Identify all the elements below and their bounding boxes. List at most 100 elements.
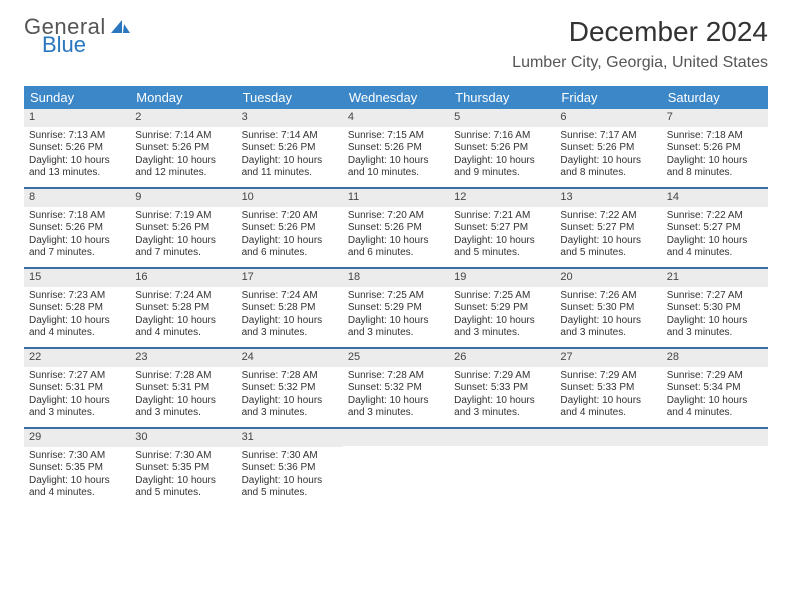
day-cell: 20Sunrise: 7:26 AMSunset: 5:30 PMDayligh…: [555, 269, 661, 347]
day-cell: 4Sunrise: 7:15 AMSunset: 5:26 PMDaylight…: [343, 109, 449, 187]
daylight-text: and 8 minutes.: [667, 167, 763, 180]
day-number: [662, 429, 768, 446]
daylight-text: Daylight: 10 hours: [242, 475, 338, 488]
daylight-text: Daylight: 10 hours: [135, 395, 231, 408]
day-cell: [555, 429, 661, 507]
sunrise-text: Sunrise: 7:16 AM: [454, 130, 550, 143]
sunset-text: Sunset: 5:26 PM: [667, 142, 763, 155]
day-body: Sunrise: 7:28 AMSunset: 5:32 PMDaylight:…: [237, 367, 343, 424]
day-body: Sunrise: 7:19 AMSunset: 5:26 PMDaylight:…: [130, 207, 236, 264]
day-body: Sunrise: 7:20 AMSunset: 5:26 PMDaylight:…: [237, 207, 343, 264]
sunset-text: Sunset: 5:27 PM: [560, 222, 656, 235]
sunset-text: Sunset: 5:26 PM: [454, 142, 550, 155]
day-number: 26: [449, 349, 555, 367]
sunset-text: Sunset: 5:32 PM: [242, 382, 338, 395]
daylight-text: Daylight: 10 hours: [348, 155, 444, 168]
month-title: December 2024: [512, 16, 768, 48]
sunrise-text: Sunrise: 7:18 AM: [667, 130, 763, 143]
daylight-text: Daylight: 10 hours: [560, 315, 656, 328]
sunset-text: Sunset: 5:26 PM: [348, 222, 444, 235]
daylight-text: Daylight: 10 hours: [454, 155, 550, 168]
day-number: [555, 429, 661, 446]
day-body: Sunrise: 7:24 AMSunset: 5:28 PMDaylight:…: [237, 287, 343, 344]
daylight-text: and 3 minutes.: [454, 407, 550, 420]
day-body: [449, 446, 555, 453]
daylight-text: Daylight: 10 hours: [667, 155, 763, 168]
day-cell: 21Sunrise: 7:27 AMSunset: 5:30 PMDayligh…: [662, 269, 768, 347]
day-body: [662, 446, 768, 453]
day-cell: [449, 429, 555, 507]
daylight-text: and 8 minutes.: [560, 167, 656, 180]
sunrise-text: Sunrise: 7:19 AM: [135, 210, 231, 223]
sunrise-text: Sunrise: 7:14 AM: [242, 130, 338, 143]
sunrise-text: Sunrise: 7:17 AM: [560, 130, 656, 143]
day-number: 14: [662, 189, 768, 207]
daylight-text: and 13 minutes.: [29, 167, 125, 180]
daylight-text: Daylight: 10 hours: [454, 315, 550, 328]
daylight-text: Daylight: 10 hours: [29, 475, 125, 488]
day-number: 23: [130, 349, 236, 367]
header: General Blue December 2024 Lumber City, …: [24, 16, 768, 72]
day-cell: 6Sunrise: 7:17 AMSunset: 5:26 PMDaylight…: [555, 109, 661, 187]
weekday-fri: Friday: [555, 86, 661, 109]
week-row: 15Sunrise: 7:23 AMSunset: 5:28 PMDayligh…: [24, 267, 768, 347]
daylight-text: Daylight: 10 hours: [242, 395, 338, 408]
daylight-text: and 5 minutes.: [242, 487, 338, 500]
daylight-text: and 5 minutes.: [560, 247, 656, 260]
sunset-text: Sunset: 5:28 PM: [135, 302, 231, 315]
day-cell: 27Sunrise: 7:29 AMSunset: 5:33 PMDayligh…: [555, 349, 661, 427]
daylight-text: and 3 minutes.: [242, 407, 338, 420]
sunrise-text: Sunrise: 7:22 AM: [560, 210, 656, 223]
daylight-text: and 3 minutes.: [667, 327, 763, 340]
location: Lumber City, Georgia, United States: [512, 54, 768, 72]
day-body: Sunrise: 7:21 AMSunset: 5:27 PMDaylight:…: [449, 207, 555, 264]
day-cell: 16Sunrise: 7:24 AMSunset: 5:28 PMDayligh…: [130, 269, 236, 347]
day-body: Sunrise: 7:27 AMSunset: 5:31 PMDaylight:…: [24, 367, 130, 424]
daylight-text: Daylight: 10 hours: [135, 315, 231, 328]
day-number: 8: [24, 189, 130, 207]
title-block: December 2024 Lumber City, Georgia, Unit…: [512, 16, 768, 72]
sunrise-text: Sunrise: 7:29 AM: [454, 370, 550, 383]
day-number: 22: [24, 349, 130, 367]
daylight-text: and 5 minutes.: [135, 487, 231, 500]
sunrise-text: Sunrise: 7:26 AM: [560, 290, 656, 303]
daylight-text: and 4 minutes.: [135, 327, 231, 340]
day-body: Sunrise: 7:29 AMSunset: 5:33 PMDaylight:…: [555, 367, 661, 424]
daylight-text: and 4 minutes.: [29, 327, 125, 340]
daylight-text: Daylight: 10 hours: [242, 155, 338, 168]
sunset-text: Sunset: 5:26 PM: [29, 222, 125, 235]
week-row: 1Sunrise: 7:13 AMSunset: 5:26 PMDaylight…: [24, 109, 768, 187]
daylight-text: Daylight: 10 hours: [454, 235, 550, 248]
daylight-text: Daylight: 10 hours: [242, 315, 338, 328]
daylight-text: and 4 minutes.: [667, 247, 763, 260]
day-body: Sunrise: 7:23 AMSunset: 5:28 PMDaylight:…: [24, 287, 130, 344]
sunrise-text: Sunrise: 7:20 AM: [348, 210, 444, 223]
day-cell: 9Sunrise: 7:19 AMSunset: 5:26 PMDaylight…: [130, 189, 236, 267]
daylight-text: Daylight: 10 hours: [667, 235, 763, 248]
day-body: Sunrise: 7:28 AMSunset: 5:32 PMDaylight:…: [343, 367, 449, 424]
day-cell: 23Sunrise: 7:28 AMSunset: 5:31 PMDayligh…: [130, 349, 236, 427]
sunset-text: Sunset: 5:26 PM: [29, 142, 125, 155]
day-cell: 30Sunrise: 7:30 AMSunset: 5:35 PMDayligh…: [130, 429, 236, 507]
sunset-text: Sunset: 5:28 PM: [29, 302, 125, 315]
sunrise-text: Sunrise: 7:18 AM: [29, 210, 125, 223]
week-row: 29Sunrise: 7:30 AMSunset: 5:35 PMDayligh…: [24, 427, 768, 507]
day-body: [343, 446, 449, 453]
daylight-text: Daylight: 10 hours: [454, 395, 550, 408]
day-cell: 28Sunrise: 7:29 AMSunset: 5:34 PMDayligh…: [662, 349, 768, 427]
daylight-text: Daylight: 10 hours: [135, 475, 231, 488]
day-number: 19: [449, 269, 555, 287]
daylight-text: Daylight: 10 hours: [135, 155, 231, 168]
day-body: Sunrise: 7:30 AMSunset: 5:35 PMDaylight:…: [130, 447, 236, 504]
weekday-thu: Thursday: [449, 86, 555, 109]
day-cell: 24Sunrise: 7:28 AMSunset: 5:32 PMDayligh…: [237, 349, 343, 427]
day-number: 27: [555, 349, 661, 367]
day-body: Sunrise: 7:16 AMSunset: 5:26 PMDaylight:…: [449, 127, 555, 184]
sunset-text: Sunset: 5:26 PM: [135, 222, 231, 235]
day-body: Sunrise: 7:29 AMSunset: 5:33 PMDaylight:…: [449, 367, 555, 424]
day-cell: 31Sunrise: 7:30 AMSunset: 5:36 PMDayligh…: [237, 429, 343, 507]
sunrise-text: Sunrise: 7:27 AM: [667, 290, 763, 303]
daylight-text: and 4 minutes.: [560, 407, 656, 420]
day-number: [449, 429, 555, 446]
daylight-text: Daylight: 10 hours: [29, 155, 125, 168]
